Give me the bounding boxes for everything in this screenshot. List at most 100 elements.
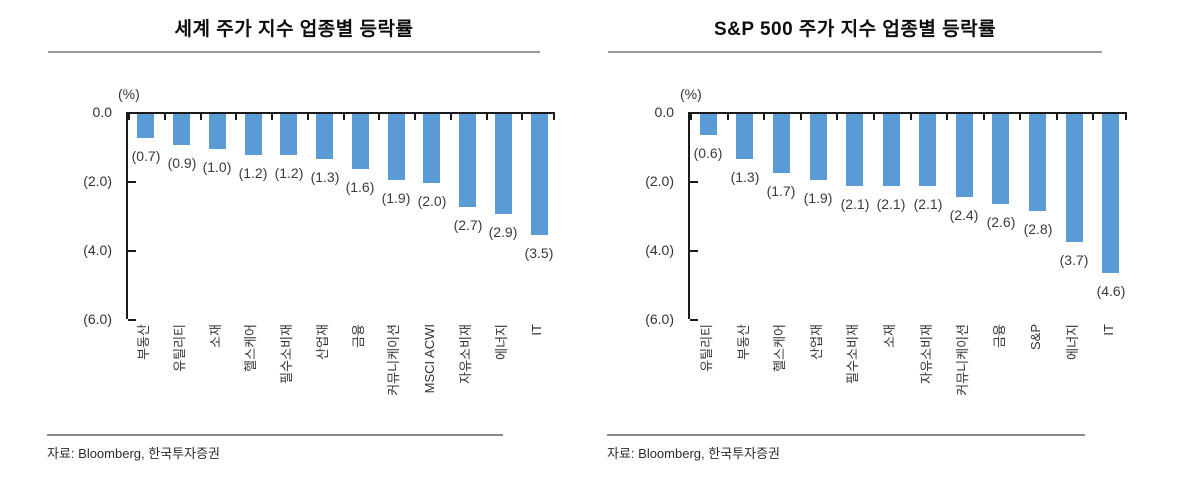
value-label: (2.1) [876,196,906,212]
category-label: 에너지 [1064,324,1080,360]
value-label: (0.7) [131,148,161,164]
value-label: (2.6) [986,214,1016,230]
x-axis-tick [271,114,273,120]
x-axis-labels: 유틸리티 부동산 헬스케어 산업재 필수소비재 소재 자유소비재 커뮤니케이션 금융 S&P 에너지… [688,324,1127,434]
bar-IT [1102,114,1119,273]
category-label: 소재 [208,324,223,348]
plot-area: (0.7) (0.9) (1.0) (1.2) (1.2) (1.3) (1.6) (1.9)… [126,112,555,321]
bar-헬스케어 [773,114,790,173]
value-label: (1.9) [803,190,833,206]
value-label: (0.9) [167,155,197,171]
x-axis-tick [946,114,948,120]
chart-title: 세계 주가 지수 업종별 등락률 [174,19,414,40]
category-label: 자유소비재 [458,324,473,384]
category-label: 커뮤니케이션 [954,324,970,396]
chart-title: S&P 500 주가 지수 업종별 등락률 [713,19,997,40]
value-label: (1.7) [766,183,796,199]
y-tick-label: (2.0) [645,173,674,189]
y-axis-tick [690,250,698,252]
bar-필수소비재 [846,114,863,186]
x-axis-tick [763,114,765,120]
category-label: 필수소비재 [279,324,294,384]
category-label: 커뮤니케이션 [386,324,401,396]
value-label: (1.3) [310,169,340,185]
x-axis-tick [200,114,202,120]
y-axis-tick [690,319,698,321]
bar-부동산 [137,114,154,138]
y-tick-label: (6.0) [83,311,112,327]
bar-에너지 [1066,114,1083,242]
value-label: (2.7) [453,217,483,233]
value-label: (2.9) [488,224,518,240]
x-axis-tick [1019,114,1021,120]
category-label: 부동산 [735,324,751,360]
category-label: 에너지 [494,324,509,360]
category-label: 금융 [351,324,366,348]
value-label: (2.0) [417,193,447,209]
bar-소재 [883,114,900,186]
category-label: 헬스케어 [771,324,787,372]
bar-MSCI ACWI [423,114,440,183]
x-axis-tick [486,114,488,120]
x-axis-tick [1125,114,1127,120]
x-axis-tick [553,114,555,120]
x-axis-tick [983,114,985,120]
y-axis-tick [128,250,136,252]
x-axis-tick [307,114,309,120]
value-label: (2.1) [840,196,870,212]
x-axis-tick [343,114,345,120]
y-axis-tick [128,319,136,321]
source-note: 자료: Bloomberg, 한국투자증권 [47,446,220,461]
x-axis-tick [521,114,523,120]
bar-자유소비재 [919,114,936,186]
bar-필수소비재 [280,114,297,155]
x-axis-tick [1056,114,1058,120]
y-tick-label: (4.0) [645,242,674,258]
x-axis-labels: 부동산 유틸리티 소재 헬스케어 필수소비재 산업재 금융 커뮤니케이션 MSCI ACWI 자유… [126,324,555,434]
bar-부동산 [736,114,753,159]
value-label: (1.0) [202,159,232,175]
category-label: 자유소비재 [918,324,934,384]
bar-유틸리티 [700,114,717,135]
value-label: (3.7) [1059,252,1089,268]
x-axis-tick [727,114,729,120]
y-axis-tick [128,181,136,183]
x-axis-tick [164,114,166,120]
value-label: (1.2) [274,165,304,181]
x-axis-tick [450,114,452,120]
value-label: (1.2) [238,165,268,181]
title-divider [608,51,1102,53]
source-note: 자료: Bloomberg, 한국투자증권 [607,446,780,461]
value-label: (2.1) [913,196,943,212]
bar-커뮤니케이션 [388,114,405,180]
y-tick-label: (4.0) [83,242,112,258]
chart-panel-world: 세계 주가 지수 업종별 등락률 (%) 0.0 (2.0) (4.0) (6.0) … [47,19,555,461]
x-axis-tick [910,114,912,120]
category-label: 헬스케어 [243,324,258,372]
x-axis-tick [414,114,416,120]
chart-panel-sp500: S&P 500 주가 지수 업종별 등락률 (%) 0.0 (2.0) (4.0) (… [600,0,1200,479]
x-axis-tick [800,114,802,120]
bar-커뮤니케이션 [956,114,973,197]
category-label: 유틸리티 [698,324,714,372]
category-label: 필수소비재 [844,324,860,384]
category-label: 산업재 [315,324,330,360]
value-label: (1.6) [345,179,375,195]
x-axis-tick [128,114,130,120]
bar-산업재 [810,114,827,180]
bar-금융 [352,114,369,169]
category-label: 부동산 [136,324,151,360]
y-axis-unit-label: (%) [680,86,702,102]
value-label: (1.3) [730,169,760,185]
y-tick-label: (2.0) [83,173,112,189]
category-label: MSCI ACWI [422,324,437,394]
y-tick-label: 0.0 [654,104,674,120]
bar-유틸리티 [173,114,190,145]
category-label: IT [1100,324,1116,336]
bar-자유소비재 [459,114,476,207]
source-divider [47,434,503,436]
category-label: 유틸리티 [172,324,187,372]
bar-소재 [209,114,226,149]
x-axis-tick [378,114,380,120]
